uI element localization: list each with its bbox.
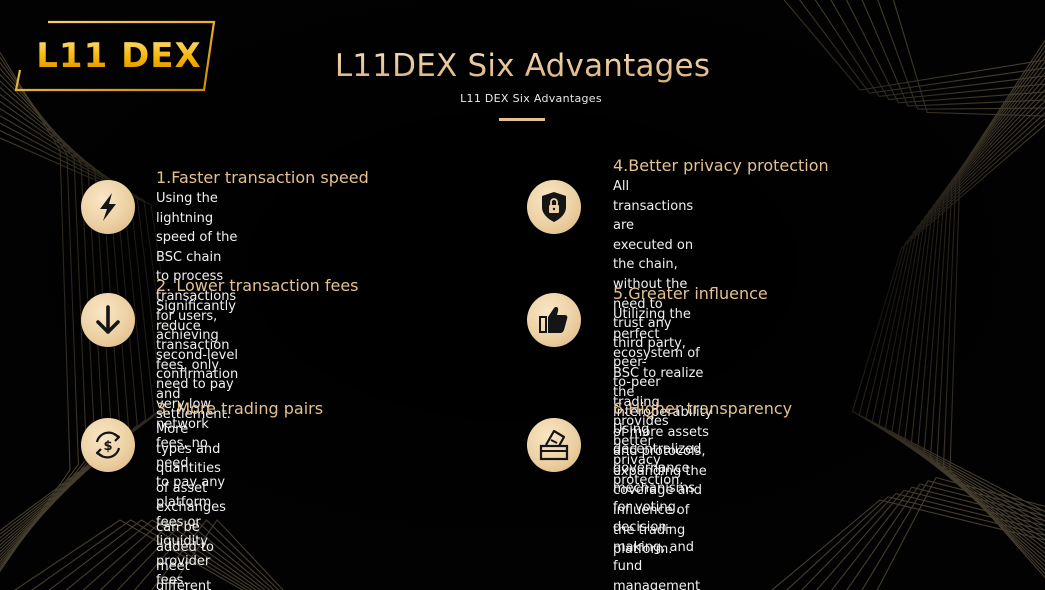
advantage-description: Using the lightning speed of the BSC cha… [156, 191, 239, 422]
advantage-description: Significantly reduce transaction fees, o… [156, 299, 236, 589]
advantage-title: 5.Greater influence [613, 284, 768, 303]
arrow-down-icon [81, 293, 135, 347]
l11-dex-logo: L11 DEX [14, 20, 216, 92]
page-title: L11DEX Six Advantages [334, 48, 711, 84]
title-underline [499, 118, 545, 121]
logo-frame [14, 20, 216, 92]
advantage-description: More types and quantities of asset excha… [156, 422, 226, 590]
dollar-exchange-icon: $ [81, 418, 135, 472]
advantage-description: All transactions are executed on the cha… [613, 179, 694, 488]
page-subtitle: L11 DEX Six Advantages [460, 92, 602, 105]
ballot-box-icon [527, 418, 581, 472]
shield-lock-icon [527, 180, 581, 234]
advantage-title: 2. Lower transaction fees [156, 276, 359, 295]
advantage-description: Using decentralized governance mechanism… [613, 422, 702, 590]
svg-text:$: $ [103, 439, 112, 454]
logo-text: L11 DEX [24, 36, 214, 76]
advantage-title: 3. More trading pairs [156, 399, 324, 418]
lightning-icon [81, 180, 135, 234]
advantage-title: 6.Higher transparency [613, 399, 793, 418]
advantage-description: Utilizing the perfect ecosystem of BSC t… [613, 307, 713, 558]
advantage-title: 4.Better privacy protection [613, 156, 829, 175]
advantage-title: 1.Faster transaction speed [156, 168, 369, 187]
thumbs-up-icon [527, 293, 581, 347]
